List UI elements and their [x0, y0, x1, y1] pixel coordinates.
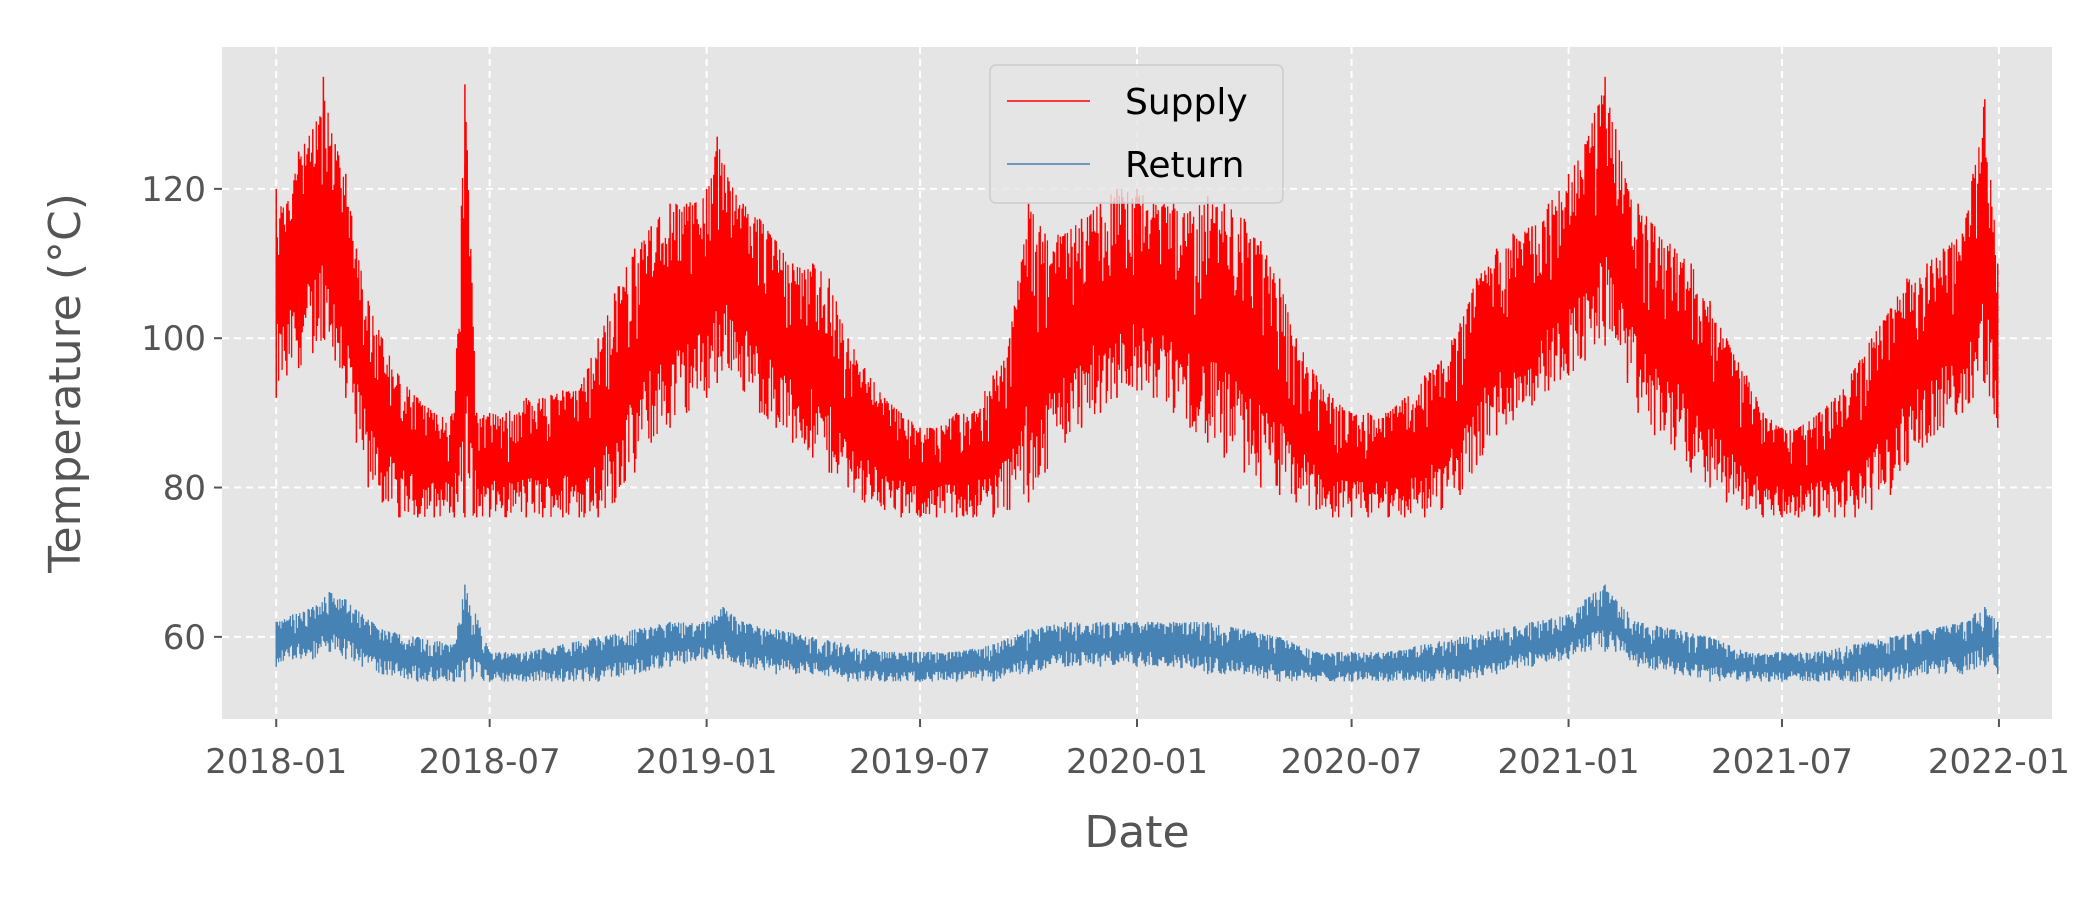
x-tick-label: 2020-01: [1066, 742, 1208, 782]
y-tick-label: 60: [163, 618, 206, 658]
y-axis-ticks: 60 80 100 120: [141, 170, 222, 658]
series-supply: [275, 76, 1999, 518]
x-tick-label: 2019-07: [849, 742, 991, 782]
x-tick-label: 2021-01: [1498, 742, 1640, 782]
series-return: [275, 584, 1999, 682]
x-tick-label: 2021-07: [1711, 742, 1853, 782]
x-tick-label: 2018-01: [205, 742, 347, 782]
legend-label-return: Return: [1125, 145, 1244, 186]
x-tick-label: 2020-07: [1281, 742, 1423, 782]
x-tick-label: 2019-01: [636, 742, 778, 782]
y-tick-label: 80: [163, 469, 206, 509]
x-axis-label: Date: [1084, 807, 1189, 858]
legend-box: [989, 64, 1284, 204]
x-tick-label: 2018-07: [419, 742, 561, 782]
x-tick-label: 2022-01: [1928, 742, 2070, 782]
y-axis-label: Temperature (°C): [40, 193, 91, 574]
y-tick-label: 120: [141, 170, 206, 210]
legend-label-supply: Supply: [1125, 82, 1248, 123]
series-layer: [275, 76, 1999, 682]
legend: Supply Return: [989, 64, 1284, 204]
x-axis-ticks: 2018-01 2018-07 2019-01 2019-07 2020-01 2020-…: [205, 719, 2070, 782]
y-tick-label: 100: [141, 319, 206, 359]
